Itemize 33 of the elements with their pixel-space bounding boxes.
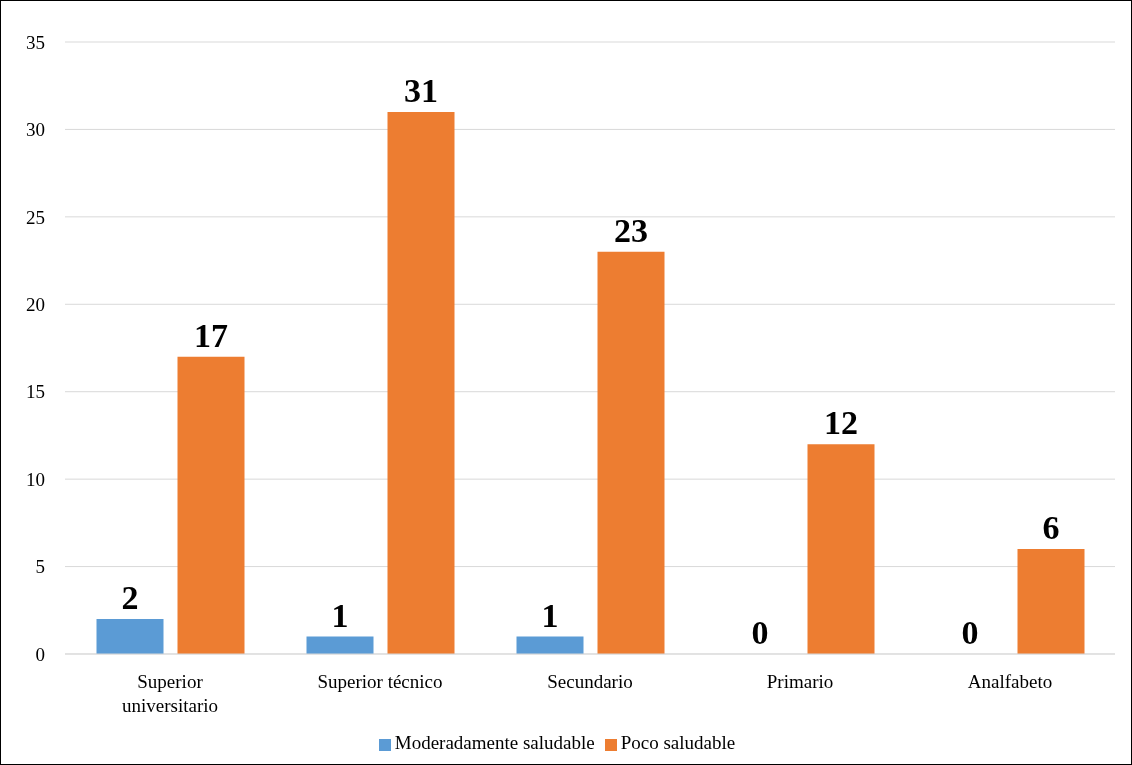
bar — [1017, 549, 1085, 654]
y-tick-label: 35 — [26, 31, 45, 53]
legend-label: Poco saludable — [620, 732, 736, 753]
y-tick-label: 10 — [26, 468, 45, 490]
bar — [177, 356, 245, 654]
data-label: 31 — [404, 71, 438, 109]
bar — [96, 619, 164, 654]
data-label: 6 — [1042, 509, 1060, 547]
y-tick-label: 0 — [35, 643, 45, 665]
x-tick-label: Secundario — [547, 671, 633, 692]
y-tick-label: 20 — [26, 294, 45, 316]
bar — [306, 636, 374, 654]
data-label: 1 — [331, 596, 349, 634]
legend-label: Moderadamente saludable — [394, 732, 595, 753]
bar — [516, 636, 584, 654]
x-tick-label: Superior universitario — [121, 671, 219, 716]
y-tick-label: 5 — [35, 556, 45, 578]
y-tick-label: 25 — [26, 206, 45, 228]
data-label: 17 — [194, 316, 228, 354]
x-tick-label: Superior técnico — [317, 671, 443, 692]
data-label: 1 — [541, 596, 559, 634]
data-label: 0 — [961, 613, 979, 651]
data-label: 23 — [614, 211, 648, 249]
y-tick-label: 30 — [26, 119, 45, 141]
data-label: 0 — [751, 613, 769, 651]
x-tick-label: Primario — [766, 671, 834, 692]
bar — [387, 111, 455, 654]
data-label: 2 — [121, 579, 139, 617]
y-tick-label: 15 — [26, 381, 45, 403]
bar — [807, 444, 875, 654]
x-tick-label: Analfabeto — [967, 671, 1053, 692]
data-label: 12 — [824, 404, 858, 442]
bar — [597, 251, 665, 654]
